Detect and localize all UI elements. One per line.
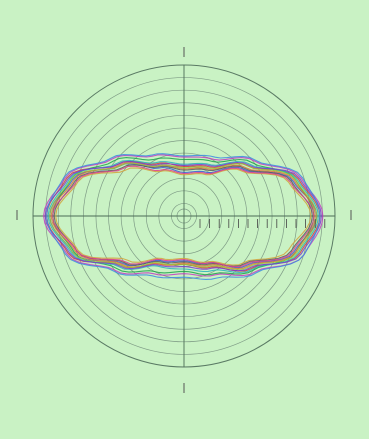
direction-labels bbox=[16, 47, 352, 393]
series-curve-5 bbox=[47, 159, 319, 274]
series-curve-8 bbox=[53, 164, 313, 267]
series-curve-3 bbox=[43, 154, 324, 277]
series-curve-7 bbox=[44, 161, 322, 272]
polar-axes bbox=[33, 65, 335, 367]
series-curve-4 bbox=[55, 167, 312, 266]
series-curve-11 bbox=[46, 153, 321, 280]
series-curve-6 bbox=[50, 161, 316, 270]
series-curve-9 bbox=[49, 162, 318, 271]
series-curve-10 bbox=[52, 165, 315, 268]
radial-tick-labels bbox=[199, 219, 326, 228]
series-curves bbox=[43, 153, 324, 280]
